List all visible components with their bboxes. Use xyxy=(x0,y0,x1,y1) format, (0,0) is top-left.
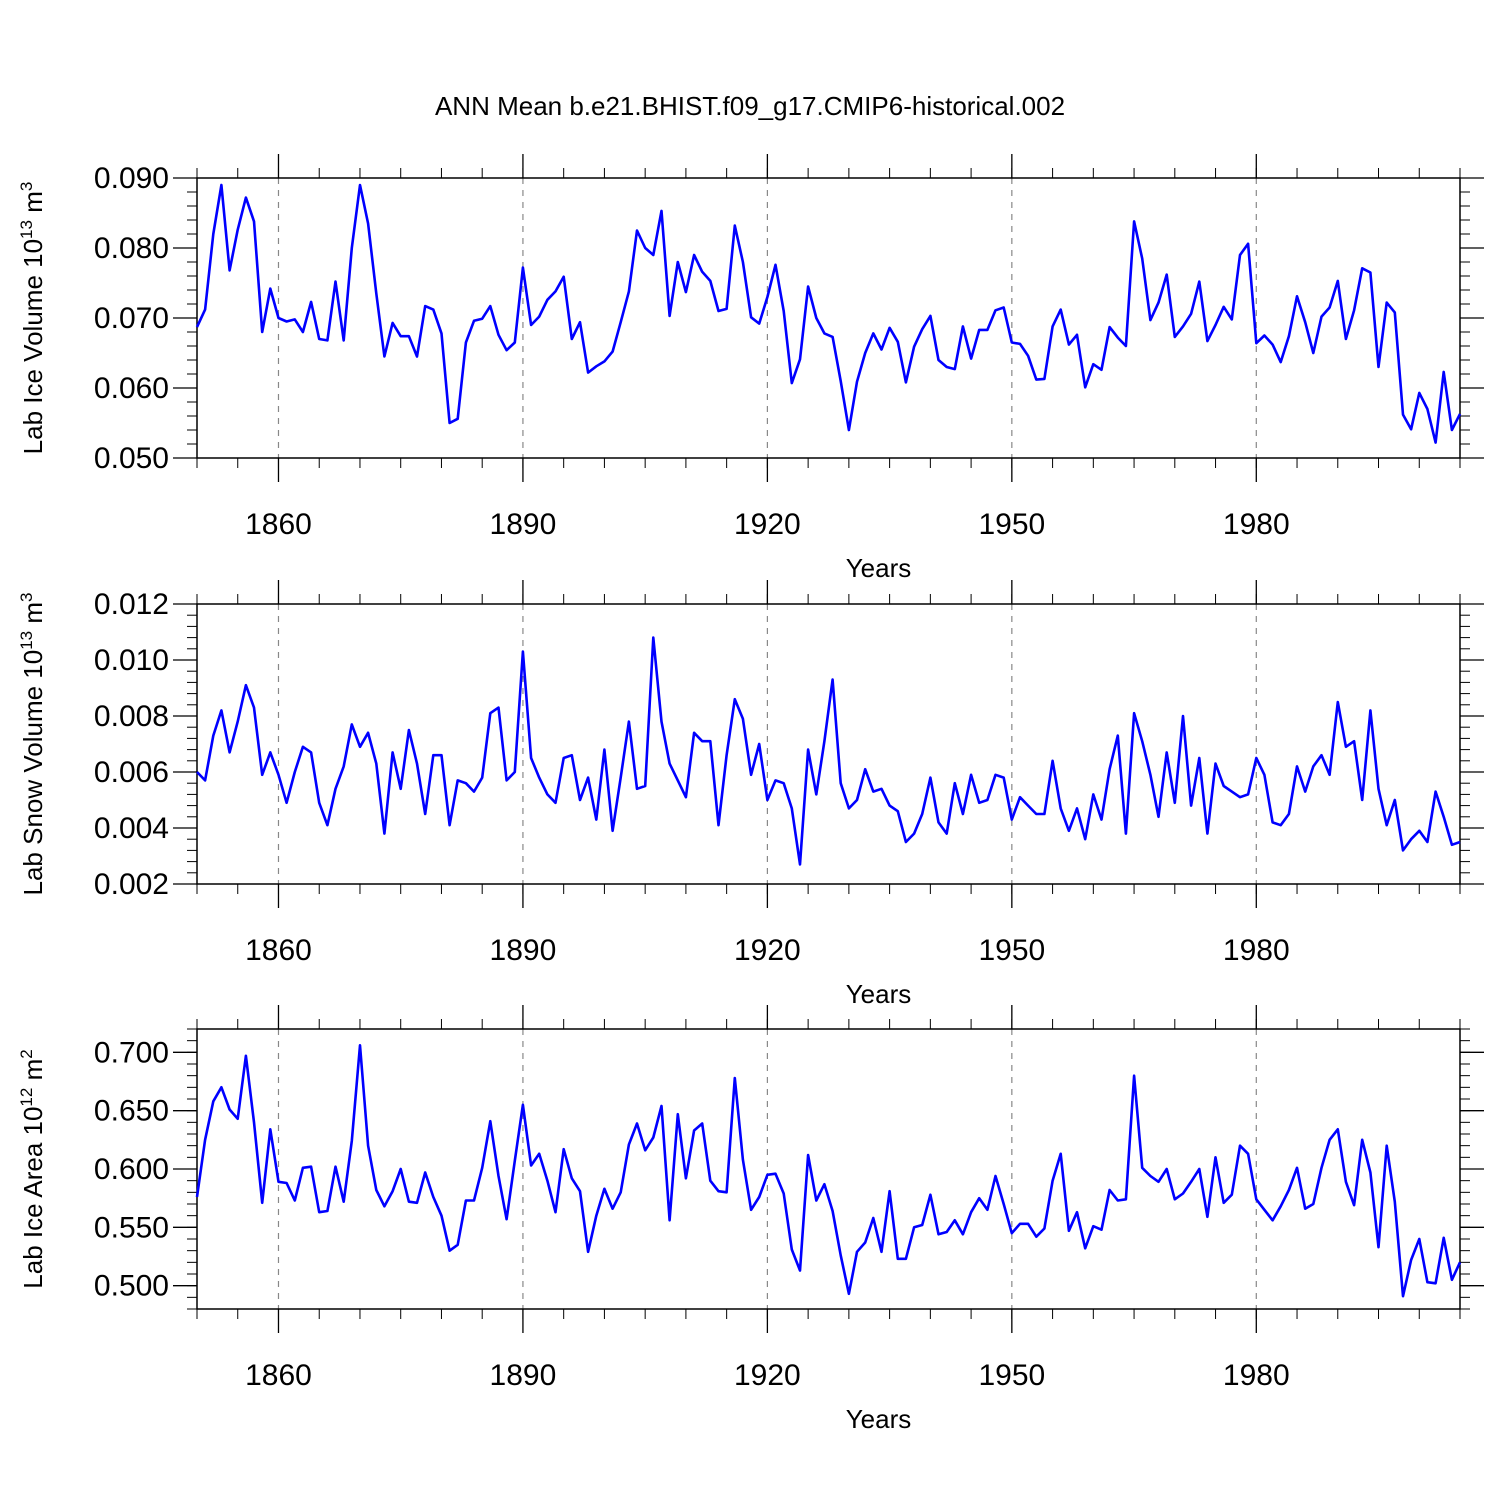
y-axis-label-superscript: 3 xyxy=(17,592,36,601)
x-axis-label: Years xyxy=(846,1404,912,1434)
y-tick-label: 0.500 xyxy=(94,1270,169,1303)
y-tick-label: 0.050 xyxy=(94,442,169,475)
x-tick-label: 1950 xyxy=(978,1359,1045,1392)
y-axis-label-superscript: 12 xyxy=(17,1088,36,1107)
y-axis-label-superscript: 3 xyxy=(17,182,36,191)
x-axis-label: Years xyxy=(846,979,912,1009)
chart-panels: 0.050 0.060 0.070 0.080 0.090 1860 1890 1920 195… xyxy=(17,154,1484,1434)
y-tick-label: 0.060 xyxy=(94,372,169,405)
y-tick-label: 0.650 xyxy=(94,1095,169,1128)
series-line xyxy=(195,1044,1462,1298)
y-axis-label: Lab Ice Volume 1013 m3 xyxy=(17,182,48,455)
y-axis-label-superscript: 2 xyxy=(17,1049,36,1058)
chart-title: ANN Mean b.e21.BHIST.f09_g17.CMIP6-histo… xyxy=(435,91,1065,121)
y-tick-label: 0.080 xyxy=(94,232,169,265)
y-axis-label-superscript: 13 xyxy=(17,631,36,650)
x-tick-label: 1920 xyxy=(734,934,801,967)
y-axis-label-text: m xyxy=(18,1059,48,1088)
series-line xyxy=(195,183,1462,444)
y-tick-label: 0.012 xyxy=(94,588,169,621)
x-tick-label: 1890 xyxy=(490,508,557,541)
panel-1: 0.050 0.060 0.070 0.080 0.090 1860 1890 1920 195… xyxy=(17,154,1484,583)
plot-frame xyxy=(196,603,1461,885)
y-tick-label: 0.006 xyxy=(94,756,169,789)
panel-2: 0.002 0.004 0.006 0.008 0.010 0.012 1860 1890 19… xyxy=(17,580,1484,1009)
y-axis-label-text: Lab Snow Volume 10 xyxy=(18,650,48,896)
plot-frame xyxy=(196,177,1461,459)
x-tick-label: 1920 xyxy=(734,1359,801,1392)
x-tick-label: 1860 xyxy=(245,934,312,967)
x-tick-label: 1950 xyxy=(978,934,1045,967)
y-axis-label-text: m xyxy=(18,191,48,220)
y-tick-label: 0.004 xyxy=(94,812,169,845)
panel-3: 0.500 0.550 0.600 0.650 0.700 1860 1890 1920 195… xyxy=(17,1005,1484,1434)
y-tick-label: 0.700 xyxy=(94,1036,169,1069)
y-axis-label: Lab Ice Area 1012 m2 xyxy=(17,1049,48,1288)
y-tick-label: 0.600 xyxy=(94,1153,169,1186)
y-tick-label: 0.070 xyxy=(94,302,169,335)
x-tick-label: 1860 xyxy=(245,508,312,541)
x-tick-label: 1950 xyxy=(978,508,1045,541)
y-axis-label-text: Lab Ice Area 10 xyxy=(18,1107,48,1289)
y-tick-label: 0.008 xyxy=(94,700,169,733)
y-axis-label-superscript: 13 xyxy=(17,220,36,239)
series-line xyxy=(196,636,1461,866)
y-tick-label: 0.090 xyxy=(94,162,169,195)
y-axis-label: Lab Snow Volume 1013 m3 xyxy=(17,592,48,895)
x-tick-label: 1920 xyxy=(734,508,801,541)
x-tick-label: 1980 xyxy=(1223,508,1290,541)
plot-frame xyxy=(196,1028,1461,1310)
y-tick-label: 0.010 xyxy=(94,644,169,677)
y-axis-label-text: Lab Ice Volume 10 xyxy=(18,239,48,454)
y-tick-label: 0.002 xyxy=(94,868,169,901)
x-tick-label: 1890 xyxy=(490,1359,557,1392)
x-tick-label: 1890 xyxy=(490,934,557,967)
x-axis-label: Years xyxy=(846,553,912,583)
x-tick-label: 1980 xyxy=(1223,934,1290,967)
y-axis-label-text: m xyxy=(18,602,48,631)
y-tick-label: 0.550 xyxy=(94,1211,169,1244)
x-tick-label: 1980 xyxy=(1223,1359,1290,1392)
x-tick-label: 1860 xyxy=(245,1359,312,1392)
